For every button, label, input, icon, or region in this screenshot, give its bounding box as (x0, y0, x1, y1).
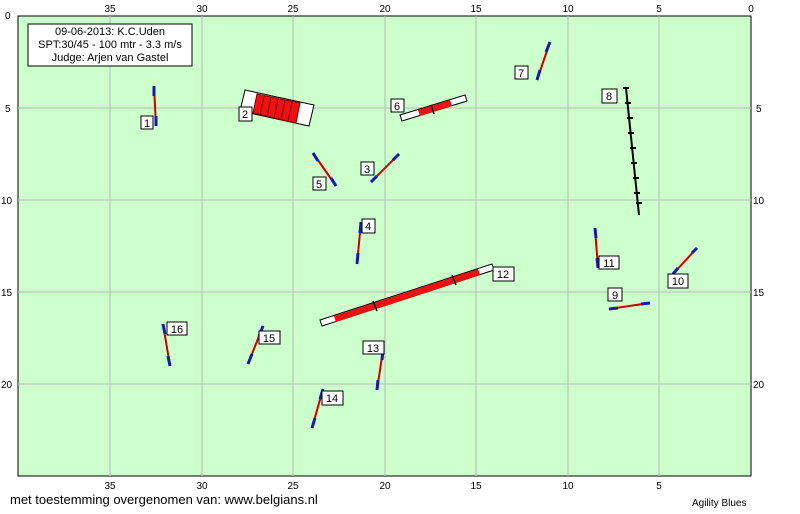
grid (18, 16, 751, 476)
x-axis-top: 35 30 25 20 15 10 5 0 (104, 4, 754, 15)
number-labels: 1 2 3 4 5 6 7 8 9 10 11 12 13 14 15 16 (140, 65, 689, 406)
svg-text:6: 6 (394, 101, 400, 113)
svg-text:7: 7 (518, 68, 524, 80)
number-label-1: 1 (140, 115, 154, 130)
svg-text:1: 1 (144, 118, 150, 130)
x-tick-top: 20 (379, 4, 391, 15)
obstacle-hurdle-16 (161, 323, 172, 367)
number-label-6: 6 (390, 98, 405, 113)
x-tick-bottom: 30 (196, 481, 208, 492)
number-label-2: 2 (238, 106, 253, 122)
obstacle-hurdle-9 (608, 301, 651, 311)
obstacle-hurdle-10 (671, 246, 699, 275)
svg-text:15: 15 (263, 333, 275, 345)
svg-text:13: 13 (367, 343, 379, 355)
y-axis-right: 5 10 15 20 (753, 104, 765, 391)
obstacle-seesaw-6 (399, 94, 468, 122)
x-tick-top: 5 (656, 4, 662, 15)
svg-text:8: 8 (606, 91, 612, 103)
number-label-12: 12 (492, 266, 515, 282)
brand-text: Agility Blues (692, 498, 747, 509)
obstacle-hurdle-1 (152, 85, 158, 127)
number-label-8: 8 (601, 88, 618, 104)
number-label-11: 11 (598, 255, 620, 270)
number-label-9: 9 (607, 287, 623, 302)
y-tick-left-edge: 0 (5, 11, 11, 22)
x-tick-top: 15 (470, 4, 482, 15)
svg-text:11: 11 (603, 258, 614, 270)
svg-text:3: 3 (364, 164, 370, 176)
info-box: 09-06-2013: K.C.Uden SPT:30/45 - 100 mtr… (27, 23, 193, 67)
x-tick-bottom: 15 (470, 481, 482, 492)
number-label-3: 3 (360, 161, 375, 176)
y-tick-right: 15 (753, 288, 765, 299)
x-tick-top: 25 (287, 4, 299, 15)
x-tick-bottom: 20 (379, 481, 391, 492)
svg-text:5: 5 (316, 179, 322, 191)
obstacle-dogwalk-12 (319, 263, 495, 327)
svg-text:10: 10 (672, 276, 684, 288)
number-label-10: 10 (667, 273, 689, 289)
obstacle-hurdle-4 (355, 221, 363, 265)
number-label-5: 5 (312, 176, 327, 191)
number-label-14: 14 (321, 390, 344, 406)
x-tick-top-edge: 0 (748, 4, 754, 15)
obstacle-tyre-2 (239, 89, 315, 127)
x-tick-top: 10 (562, 4, 574, 15)
svg-text:12: 12 (497, 269, 509, 281)
y-axis-left: 0 5 10 15 20 (1, 11, 13, 391)
obstacle-hurdle-3 (369, 152, 401, 184)
y-tick-right: 5 (756, 104, 762, 115)
x-tick-bottom: 10 (562, 481, 574, 492)
x-tick-top: 35 (104, 4, 116, 15)
svg-text:14: 14 (326, 393, 338, 405)
number-label-16: 16 (166, 321, 188, 336)
svg-text:9: 9 (612, 290, 618, 302)
number-label-15: 15 (258, 330, 281, 345)
info-course-spec: SPT:30/45 - 100 mtr - 3.3 m/s (38, 39, 182, 51)
svg-text:2: 2 (242, 109, 248, 121)
obstacle-hurdle-11 (593, 227, 600, 269)
x-tick-top: 30 (196, 4, 208, 15)
x-tick-bottom: 35 (104, 481, 116, 492)
info-date-club: 09-06-2013: K.C.Uden (55, 26, 165, 38)
y-tick-left: 20 (1, 380, 13, 391)
number-label-13: 13 (362, 340, 385, 355)
credit-text: met toestemming overgenomen van: www.bel… (10, 492, 318, 507)
obstacle-weave-8 (623, 87, 642, 216)
x-tick-bottom: 5 (656, 481, 662, 492)
info-judge: Judge: Arjen van Gastel (52, 52, 169, 64)
x-tick-bottom: 25 (287, 481, 299, 492)
svg-text:16: 16 (171, 324, 183, 336)
y-tick-right: 10 (753, 196, 765, 207)
obstacle-hurdle-7 (535, 41, 552, 81)
obstacle-hurdle-5 (311, 152, 338, 187)
x-axis-bottom: 35 30 25 20 15 10 5 (104, 481, 662, 492)
svg-text:4: 4 (365, 221, 371, 233)
number-label-4: 4 (361, 218, 376, 234)
y-tick-left: 5 (5, 104, 11, 115)
number-label-7: 7 (514, 65, 529, 80)
y-tick-right: 20 (753, 380, 765, 391)
y-tick-left: 10 (1, 196, 13, 207)
y-tick-left: 15 (1, 288, 13, 299)
